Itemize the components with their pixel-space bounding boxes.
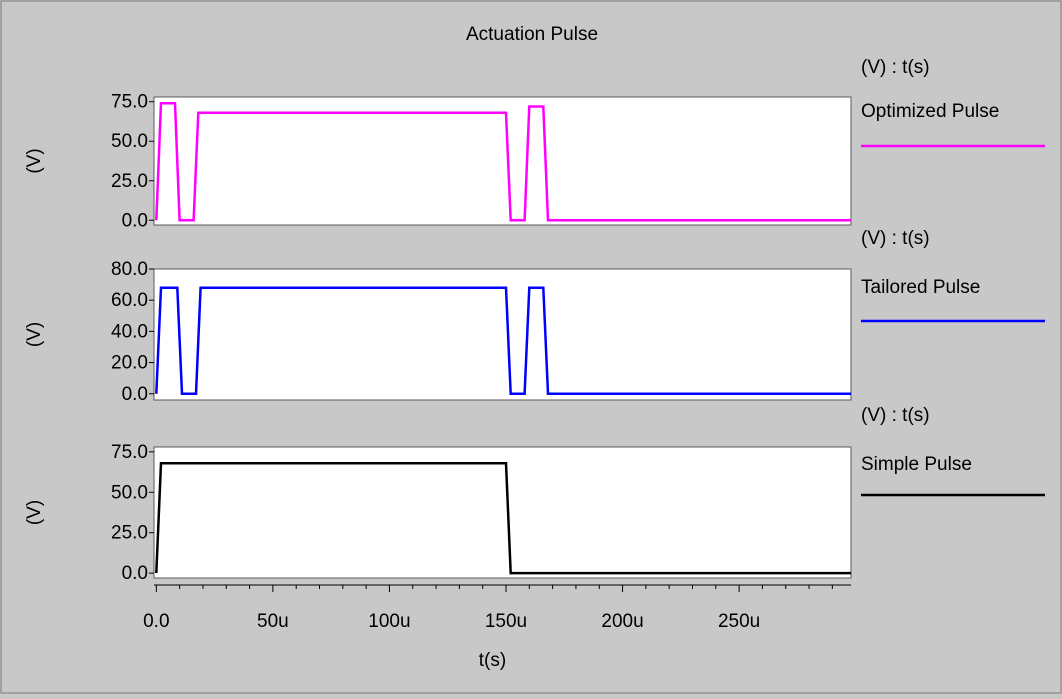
panel-3: (V) : t(s) 0.0 25.0 50.0 75.0 (V) Simple Pulse bbox=[24, 405, 1045, 584]
series-line-simple-pulse bbox=[155, 461, 851, 575]
y-tick-label: 50.0 bbox=[111, 482, 148, 503]
x-tick-label: 50u bbox=[257, 611, 289, 632]
y-axis-label: (V) bbox=[24, 500, 45, 525]
y-tick-label: 40.0 bbox=[111, 321, 148, 342]
y-tick-label: 75.0 bbox=[111, 92, 148, 113]
legend-label: Tailored Pulse bbox=[861, 277, 980, 298]
legend-label: Simple Pulse bbox=[861, 454, 972, 475]
plot-area bbox=[153, 96, 852, 226]
series-line-optimized-pulse bbox=[155, 102, 851, 222]
plot-area bbox=[153, 446, 852, 579]
y-tick-label: 50.0 bbox=[111, 131, 148, 152]
y-tick-label: 25.0 bbox=[111, 171, 148, 192]
x-tick-label: 100u bbox=[368, 611, 410, 632]
y-tick-label: 60.0 bbox=[111, 290, 148, 311]
y-axis-label: (V) bbox=[24, 148, 45, 173]
legend-label: Optimized Pulse bbox=[861, 101, 999, 122]
series-line-tailored-pulse bbox=[155, 286, 851, 396]
x-tick-label: 250u bbox=[718, 611, 760, 632]
axis-header: (V) : t(s) bbox=[861, 228, 930, 249]
panel-1: (V) : t(s) 0.0 25.0 50.0 75.0 (V) Optimized Pu… bbox=[24, 57, 1045, 231]
y-tick-label: 20.0 bbox=[111, 353, 148, 374]
y-tick-label: 0.0 bbox=[122, 384, 148, 405]
axis-header: (V) : t(s) bbox=[861, 57, 930, 78]
x-axis-label: t(s) bbox=[479, 650, 506, 671]
chart-title: Actuation Pulse bbox=[466, 24, 598, 45]
axis-header: (V) : t(s) bbox=[861, 405, 930, 426]
y-tick-label: 0.0 bbox=[122, 563, 148, 584]
x-tick-label: 0.0 bbox=[143, 611, 169, 632]
x-axis: 0.0 50u 100u 150u 200u 250u t(s) bbox=[143, 584, 851, 671]
panel-2: (V) : t(s) 0.0 20.0 40.0 60.0 80.0 (V) Tailored… bbox=[24, 228, 1045, 405]
y-axis-label: (V) bbox=[24, 322, 45, 347]
y-tick-label: 75.0 bbox=[111, 442, 148, 463]
plot-area bbox=[153, 268, 852, 401]
y-tick-label: 80.0 bbox=[111, 259, 148, 280]
x-tick-label: 150u bbox=[485, 611, 527, 632]
y-tick-label: 25.0 bbox=[111, 523, 148, 544]
x-tick-label: 200u bbox=[601, 611, 643, 632]
y-tick-label: 0.0 bbox=[122, 210, 148, 231]
